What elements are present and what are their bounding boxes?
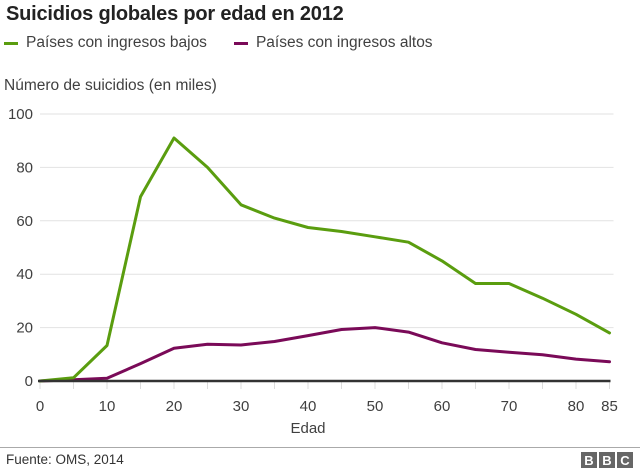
y-tick-label: 40 bbox=[16, 266, 33, 283]
legend-swatch-high bbox=[233, 41, 248, 45]
x-tick-label: 10 bbox=[99, 398, 116, 415]
legend-label-high: Países con ingresos altos bbox=[255, 34, 433, 51]
source-text: Fuente: OMS, 2014 bbox=[6, 452, 124, 467]
chart-title: Suicidios globales por edad en 2012 bbox=[6, 3, 344, 25]
legend-item-high: Países con ingresos altos bbox=[233, 34, 433, 52]
y-tick-label: 80 bbox=[16, 159, 33, 176]
y-axis-label: Número de suicidios (en miles) bbox=[4, 77, 217, 94]
y-tick-label: 60 bbox=[16, 213, 33, 230]
bbc-logo-letter: B bbox=[599, 452, 615, 468]
legend-item-low: Países con ingresos bajos bbox=[4, 34, 207, 52]
x-tick-label: 80 bbox=[568, 398, 585, 415]
x-tick-label: 50 bbox=[367, 398, 384, 415]
y-tick-label: 20 bbox=[16, 320, 33, 337]
x-tick-label: 60 bbox=[434, 398, 451, 415]
bbc-logo-letter: B bbox=[581, 452, 597, 468]
x-tick-label: 85 bbox=[601, 398, 618, 415]
x-tick-label: 30 bbox=[233, 398, 250, 415]
x-tick-label: 0 bbox=[36, 398, 44, 415]
y-tick-label: 100 bbox=[8, 106, 33, 123]
legend-label-low: Países con ingresos bajos bbox=[26, 34, 207, 51]
footer-divider bbox=[0, 447, 640, 448]
bbc-logo-letter: C bbox=[617, 452, 633, 468]
bbc-logo: B B C bbox=[579, 452, 633, 468]
series-line-low-income bbox=[38, 136, 611, 383]
x-tick-label: 70 bbox=[501, 398, 518, 415]
y-tick-label: 0 bbox=[25, 373, 33, 390]
x-tick-label: 40 bbox=[300, 398, 317, 415]
legend: Países con ingresos bajos Países con ing… bbox=[4, 34, 460, 52]
x-axis-title: Edad bbox=[290, 420, 325, 437]
x-tick-label: 20 bbox=[166, 398, 183, 415]
legend-swatch-low bbox=[4, 41, 18, 45]
series-line-high-income bbox=[38, 326, 611, 383]
